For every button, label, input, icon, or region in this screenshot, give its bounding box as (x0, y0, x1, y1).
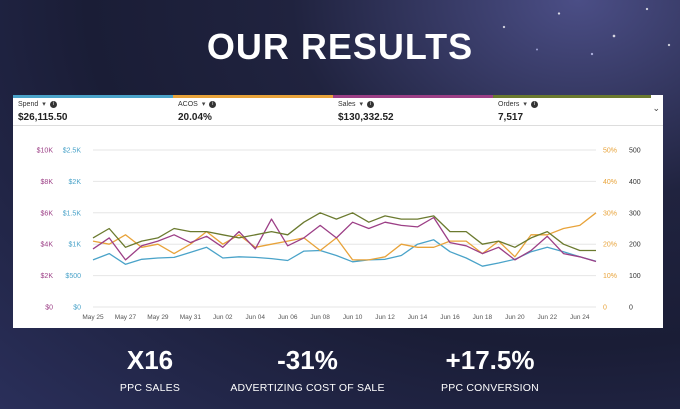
spend-axis-tick: $1.5K (63, 210, 82, 217)
chevron-down-icon[interactable]: ▾ (42, 101, 46, 108)
stat-ppc-sales: X16 PPC SALES (90, 345, 210, 394)
info-icon[interactable]: i (530, 100, 538, 108)
orders-axis-tick: 500 (629, 148, 641, 155)
line-chart: $0 $2K $4K $6K $8K $10K $0 $500 $1K $1.5K $2K $2.5K… (37, 148, 641, 322)
x-axis-tick: Jun 14 (408, 314, 428, 321)
series-line-acos (92, 212, 597, 261)
sales-axis-tick: $4K (41, 242, 54, 249)
acos-axis-tick: 20% (603, 242, 617, 249)
x-axis-tick: Jun 24 (570, 314, 590, 321)
metric-spend[interactable]: Spend ▾ i $26,115.50 (13, 95, 173, 125)
x-axis-tick: May 29 (147, 314, 169, 321)
chevron-down-icon[interactable]: ▾ (201, 101, 206, 108)
x-axis-tick: Jun 12 (375, 314, 395, 321)
metric-value: $130,332.52 (338, 112, 394, 123)
spend-axis-tick: $2K (69, 179, 82, 186)
metric-label: Spend (18, 100, 39, 108)
stat-label: PPC SALES (119, 382, 181, 394)
sales-axis-tick: $10K (37, 148, 54, 155)
sales-axis-tick: $0 (45, 305, 53, 312)
x-axis-tick: Jun 18 (473, 314, 493, 321)
x-axis-tick: Jun 06 (278, 314, 298, 321)
spend-axis-tick: $1K (69, 242, 82, 249)
metric-acos[interactable]: ACOS ▾ i 20.04% (173, 95, 333, 125)
x-axis-tick: May 25 (82, 314, 104, 321)
performance-panel: Spend ▾ i $26,115.50 ACOS ▾ i 20.04% Sales ▾ i… (13, 95, 663, 328)
metric-value: 20.04% (178, 112, 212, 123)
metric-bar: Spend ▾ i $26,115.50 ACOS ▾ i 20.04% Sales ▾ i… (13, 95, 663, 126)
orders-axis-tick: 400 (629, 179, 641, 186)
metric-sales[interactable]: Sales ▾ i $130,332.52 (333, 95, 493, 125)
spend-axis-tick: $500 (65, 273, 81, 280)
info-icon[interactable]: i (367, 100, 375, 108)
acos-axis-tick: 10% (603, 273, 617, 280)
x-axis-tick: Jun 16 (440, 314, 460, 321)
stat-ppc-conversion: +17.5% PPC CONVERSION (425, 345, 555, 394)
acos-axis-tick: 0 (603, 305, 607, 312)
x-axis-tick: Jun 22 (538, 314, 558, 321)
metric-label: Sales (338, 100, 356, 108)
stat-value: X16 (126, 345, 174, 375)
stat-value: +17.5% (445, 345, 535, 375)
orders-axis-tick: 200 (629, 242, 641, 249)
star-field (460, 0, 680, 90)
chevron-down-icon[interactable]: ▾ (523, 101, 527, 108)
sales-axis-tick: $6K (41, 210, 54, 217)
spend-axis-tick: $0 (73, 305, 81, 312)
metric-value: 7,517 (498, 112, 524, 123)
x-axis-tick: Jun 04 (245, 314, 265, 321)
orders-axis-tick: 300 (629, 210, 641, 217)
acos-axis-tick: 30% (603, 210, 617, 217)
stat-label: ADVERTIZING COST OF SALE (230, 382, 385, 394)
metric-label: ACOS (178, 100, 198, 108)
metric-value: $26,115.50 (18, 112, 68, 123)
x-axis-tick: May 31 (180, 314, 202, 321)
series-line-sales (92, 216, 597, 263)
page-title: OUR RESULTS (206, 26, 474, 67)
stat-acos: -31% ADVERTIZING COST OF SALE (225, 345, 390, 394)
sales-axis-tick: $2K (41, 273, 54, 280)
metric-orders[interactable]: Orders ▾ i 7,517 (493, 95, 651, 125)
spend-axis-tick: $2.5K (63, 148, 82, 155)
expand-chevron-icon[interactable]: ⌄ (652, 103, 660, 113)
acos-axis-tick: 40% (603, 179, 617, 186)
metric-label: Orders (498, 100, 520, 108)
stat-value: -31% (277, 345, 338, 375)
x-axis-tick: May 27 (115, 314, 137, 321)
info-icon[interactable]: i (49, 100, 57, 108)
info-icon[interactable]: i (209, 100, 217, 108)
series-line-spend (92, 239, 597, 267)
acos-axis-tick: 50% (603, 148, 617, 155)
x-axis-tick: Jun 10 (343, 314, 363, 321)
x-axis-tick: Jun 02 (213, 314, 233, 321)
x-axis-tick: Jun 08 (310, 314, 330, 321)
chevron-down-icon[interactable]: ▾ (359, 101, 364, 108)
orders-axis-tick: 100 (629, 273, 641, 280)
sales-axis-tick: $8K (41, 179, 54, 186)
series-line-orders (92, 212, 596, 252)
x-axis-tick: Jun 20 (505, 314, 525, 321)
orders-axis-tick: 0 (629, 305, 633, 312)
stat-label: PPC CONVERSION (441, 382, 539, 394)
